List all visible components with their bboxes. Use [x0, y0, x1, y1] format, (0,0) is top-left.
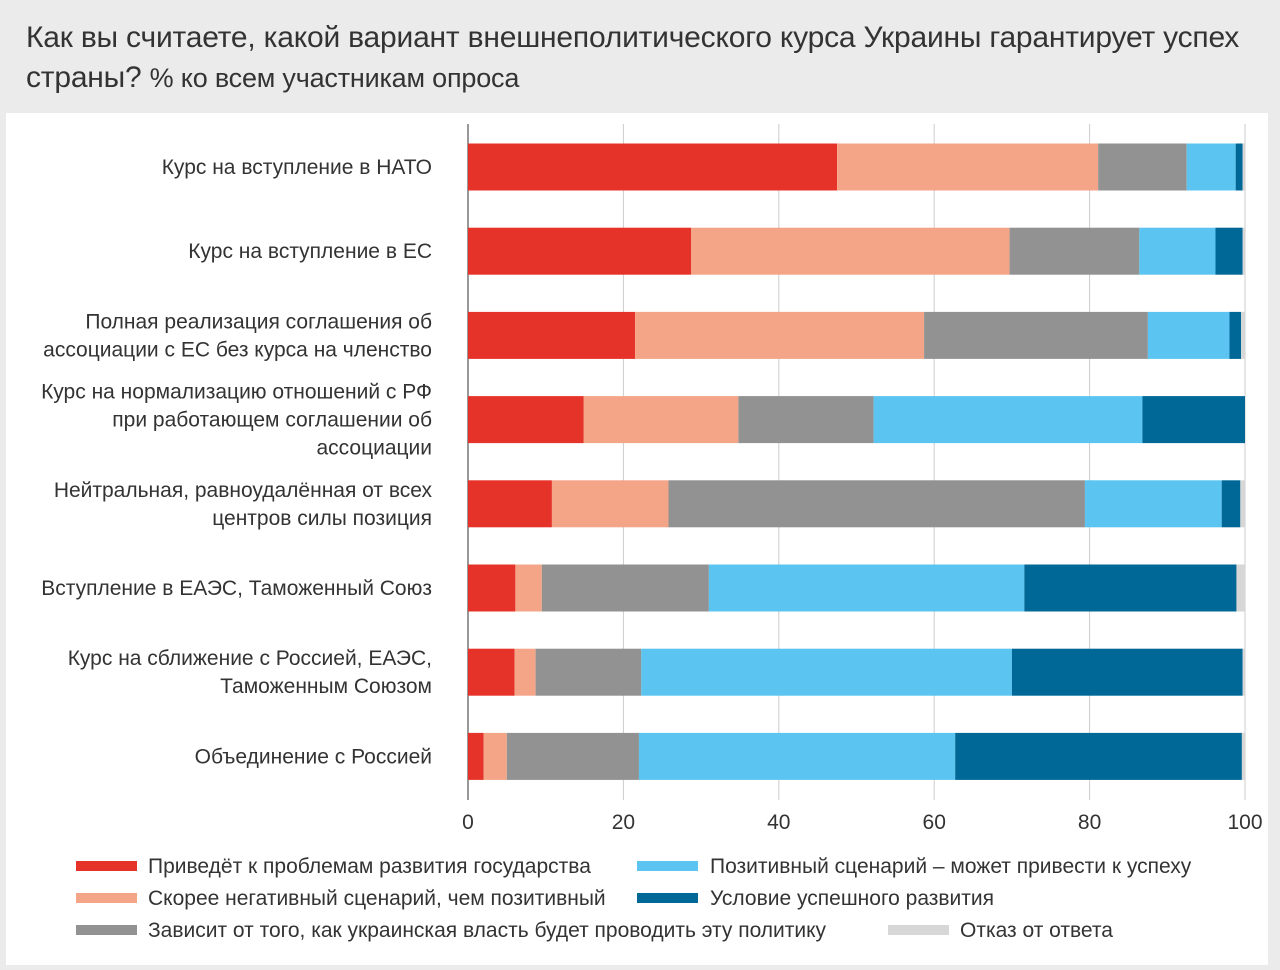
legend-label: Зависит от того, как украинская власть б… — [148, 919, 827, 942]
legend-swatch — [637, 861, 698, 871]
bar-segment — [468, 564, 516, 612]
bar-segment — [1242, 143, 1245, 191]
bar-segment — [1139, 227, 1216, 275]
bar-segment — [468, 143, 838, 191]
category-label: Нейтральная, равноудалённая от всех центр… — [54, 479, 433, 530]
bars — [468, 143, 1245, 780]
category-label: Курс на вступление в ЕС — [188, 240, 432, 263]
bar-segment — [514, 648, 536, 696]
bar-segment — [468, 396, 584, 444]
bar-segment — [468, 732, 484, 780]
bar-segment — [541, 564, 709, 612]
bar-segment — [1235, 143, 1243, 191]
category-label: Объединение с Россией — [195, 745, 432, 768]
x-tick-label: 80 — [1078, 811, 1101, 834]
bar-segment — [468, 480, 552, 528]
bar-segment — [641, 648, 1012, 696]
bar-segment — [535, 648, 642, 696]
legend-label: Позитивный сценарий – может привести к у… — [710, 855, 1192, 878]
x-tick-label: 60 — [923, 811, 946, 834]
bar-segment — [873, 396, 1143, 444]
bar-segment — [1011, 648, 1243, 696]
bar-segment — [1084, 480, 1222, 528]
bar-segment — [551, 480, 669, 528]
bar-segment — [483, 732, 507, 780]
bar-segment — [1024, 564, 1237, 612]
header: Как вы считаете, какой вариант внешнепол… — [0, 0, 1280, 112]
bar-segment — [708, 564, 1025, 612]
x-tick-label: 0 — [462, 811, 474, 834]
x-tick-label: 100 — [1227, 811, 1262, 834]
legend-swatch — [76, 861, 137, 871]
bar-segment — [924, 311, 1148, 359]
bar-segment — [506, 732, 639, 780]
bar-segment — [1240, 480, 1245, 528]
x-axis: 0 20 40 60 80 100 — [462, 811, 1262, 834]
bar-segment — [1098, 143, 1187, 191]
legend-label: Приведёт к проблемам развития государств… — [148, 855, 591, 878]
bar-segment — [1242, 227, 1245, 275]
chart-subtitle: % ко всем участникам опроса — [149, 63, 520, 93]
category-label: Курс на сближение с Россией, ЕАЭС, Таможе… — [68, 647, 432, 698]
legend-swatch — [637, 893, 698, 903]
bar-segment — [515, 564, 542, 612]
category-labels: Курс на вступление в НАТО Курс на вступле… — [41, 156, 432, 768]
bar-segment — [638, 732, 956, 780]
legend-label: Отказ от ответа — [960, 919, 1113, 942]
chart-title: Как вы считаете, какой вариант внешнепол… — [26, 18, 1256, 98]
legend: Приведёт к проблемам развития государств… — [76, 855, 1192, 942]
category-label: Курс на нормализацию отношений с РФ при р… — [41, 381, 432, 460]
grid-lines — [467, 124, 1246, 800]
category-label: Полная реализация соглашения об ассоциаци… — [43, 310, 432, 361]
legend-swatch — [888, 925, 949, 935]
bar-segment — [1142, 396, 1245, 444]
bar-segment — [1229, 311, 1242, 359]
bar-segment — [955, 732, 1242, 780]
x-tick-label: 20 — [612, 811, 635, 834]
bar-segment — [583, 396, 739, 444]
bar-segment — [1215, 227, 1243, 275]
chart-title-text: Как вы считаете, какой вариант внешнепол… — [26, 21, 1240, 94]
bar-segment — [1186, 143, 1236, 191]
category-label: Курс на вступление в НАТО — [162, 156, 432, 179]
bar-segment — [1147, 311, 1230, 359]
bar-segment — [1242, 648, 1245, 696]
legend-swatch — [76, 925, 137, 935]
legend-swatch — [76, 893, 137, 903]
bar-segment — [668, 480, 1085, 528]
bar-segment — [468, 227, 691, 275]
bar-segment — [1236, 564, 1245, 612]
bar-segment — [1009, 227, 1140, 275]
bar-segment — [837, 143, 1099, 191]
bar-segment — [1241, 311, 1245, 359]
bar-segment — [635, 311, 925, 359]
bar-segment — [1221, 480, 1241, 528]
bar-segment — [690, 227, 1010, 275]
category-label: Вступление в ЕАЭС, Таможенный Союз — [41, 577, 432, 600]
legend-label: Условие успешного развития — [710, 887, 994, 910]
bar-segment — [468, 311, 636, 359]
bar-segment — [738, 396, 874, 444]
x-tick-label: 40 — [767, 811, 790, 834]
bar-segment — [1241, 732, 1245, 780]
legend-label: Скорее негативный сценарий, чем позитивн… — [148, 887, 606, 910]
bar-segment — [468, 648, 515, 696]
